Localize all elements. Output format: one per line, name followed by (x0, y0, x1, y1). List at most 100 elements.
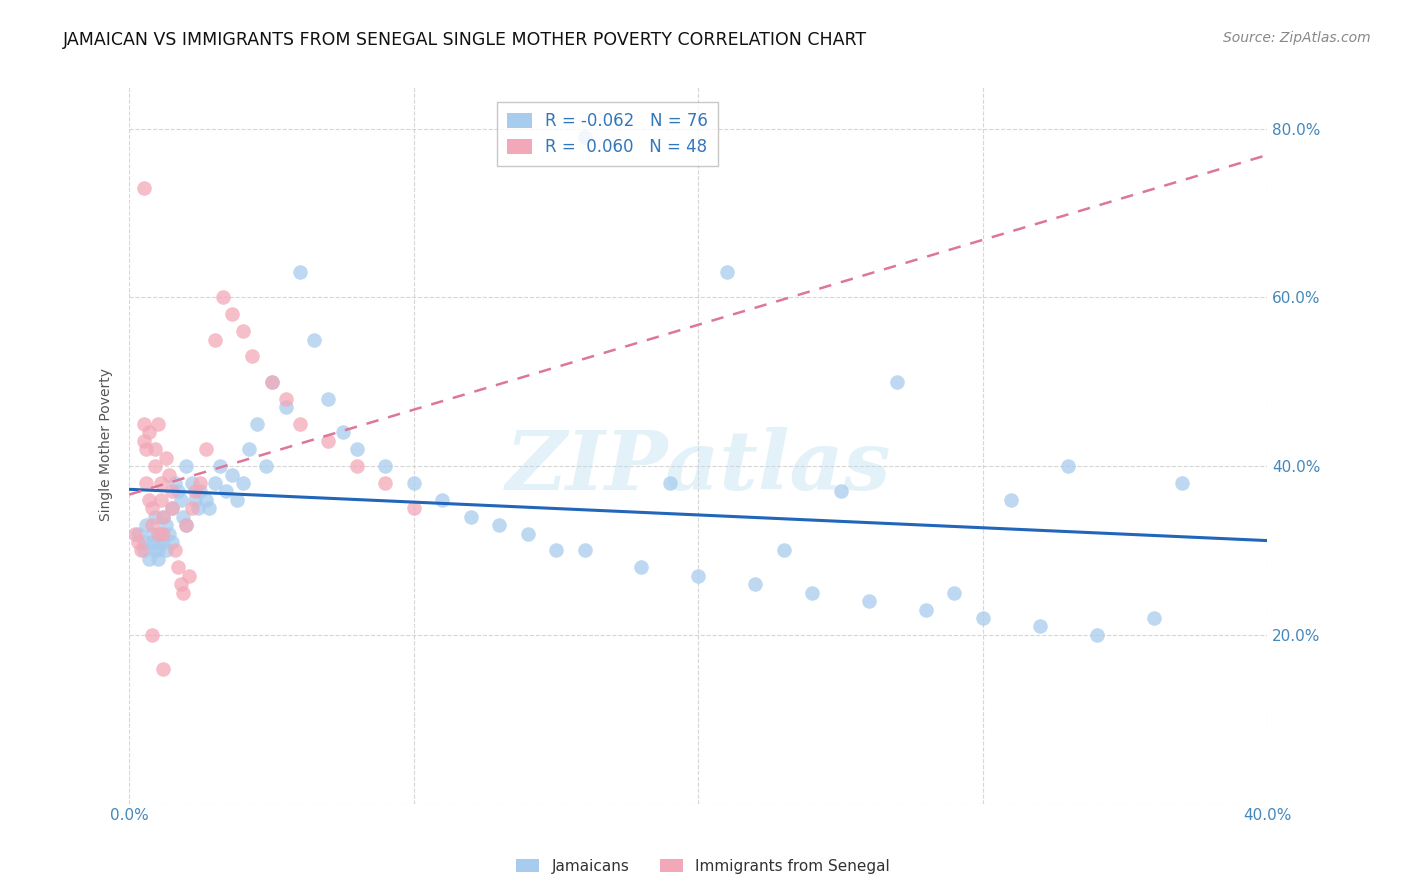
Point (135, 518, 157, 533)
Point (141, 628, 163, 642)
Point (246, 417, 269, 431)
Point (1142, 611, 1164, 625)
Point (886, 375, 908, 389)
Point (143, 543, 166, 558)
Point (232, 475, 254, 490)
Point (172, 585, 194, 599)
Point (346, 442, 368, 457)
Point (146, 535, 169, 549)
Point (516, 526, 538, 541)
Point (574, 543, 596, 558)
Point (260, 375, 283, 389)
Point (374, 459, 396, 474)
Point (146, 543, 169, 558)
Point (209, 459, 232, 474)
Point (146, 417, 169, 431)
Point (858, 594, 880, 608)
Point (260, 375, 283, 389)
Point (174, 459, 197, 474)
Legend: Jamaicans, Immigrants from Senegal: Jamaicans, Immigrants from Senegal (510, 853, 896, 880)
Point (630, 560, 652, 574)
Point (658, 475, 681, 490)
Point (288, 417, 311, 431)
Point (141, 526, 163, 541)
Point (152, 535, 174, 549)
Point (688, 568, 710, 582)
Point (195, 492, 218, 507)
Point (149, 475, 172, 490)
Point (141, 518, 163, 533)
Point (304, 333, 326, 347)
Point (152, 509, 174, 524)
Point (146, 552, 169, 566)
Point (943, 585, 966, 599)
Point (132, 417, 155, 431)
Point (132, 543, 155, 558)
Point (181, 501, 204, 516)
Point (155, 543, 177, 558)
Point (716, 265, 738, 279)
Point (143, 442, 166, 457)
Point (174, 518, 197, 533)
Point (184, 484, 207, 499)
Point (141, 501, 163, 516)
Point (127, 526, 149, 541)
Text: ZIPatlas: ZIPatlas (506, 426, 891, 507)
Point (212, 290, 235, 304)
Point (318, 392, 340, 406)
Point (238, 442, 260, 457)
Point (152, 526, 174, 541)
Point (215, 484, 238, 499)
Point (152, 662, 174, 676)
Point (138, 492, 160, 507)
Point (155, 450, 177, 465)
Legend: R = -0.062   N = 76, R =  0.060   N = 48: R = -0.062 N = 76, R = 0.060 N = 48 (496, 102, 718, 166)
Point (169, 492, 191, 507)
Point (181, 475, 204, 490)
Point (172, 509, 194, 524)
Point (166, 484, 188, 499)
Point (149, 526, 172, 541)
Y-axis label: Single Mother Poverty: Single Mother Poverty (100, 368, 114, 522)
Text: Source: ZipAtlas.com: Source: ZipAtlas.com (1223, 31, 1371, 45)
Point (1057, 459, 1080, 474)
Point (346, 459, 368, 474)
Point (274, 392, 297, 406)
Point (163, 543, 186, 558)
Point (190, 475, 212, 490)
Point (177, 568, 200, 582)
Point (138, 552, 160, 566)
Point (226, 492, 249, 507)
Point (274, 400, 297, 414)
Point (163, 475, 186, 490)
Point (198, 501, 221, 516)
Point (374, 475, 396, 490)
Point (141, 535, 163, 549)
Point (332, 425, 354, 440)
Point (1000, 492, 1022, 507)
Point (402, 501, 425, 516)
Point (169, 577, 191, 591)
Point (318, 434, 340, 448)
Point (546, 543, 568, 558)
Point (184, 492, 207, 507)
Point (138, 425, 160, 440)
Point (135, 442, 157, 457)
Point (221, 307, 243, 321)
Point (195, 442, 218, 457)
Point (160, 501, 183, 516)
Point (1085, 628, 1108, 642)
Point (149, 492, 172, 507)
Point (254, 459, 277, 474)
Point (132, 434, 155, 448)
Point (135, 475, 157, 490)
Point (830, 484, 852, 499)
Point (166, 560, 188, 574)
Point (157, 467, 180, 482)
Point (132, 535, 155, 549)
Point (432, 492, 454, 507)
Point (204, 475, 226, 490)
Point (801, 585, 824, 599)
Point (160, 501, 183, 516)
Point (124, 526, 146, 541)
